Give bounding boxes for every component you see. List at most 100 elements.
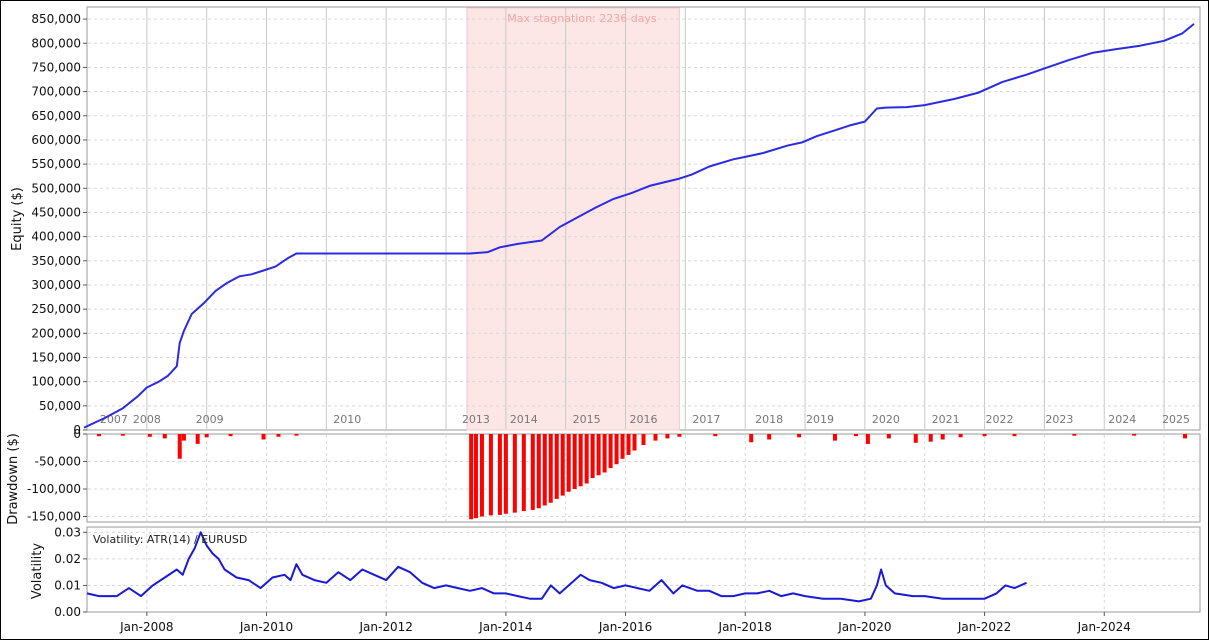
drawdown-bar xyxy=(886,434,891,439)
drawdown-bar xyxy=(578,434,583,487)
x-tick-label: Jan-2008 xyxy=(119,620,173,634)
drawdown-axis-label: Drawdown ($) xyxy=(6,433,21,525)
drawdown-bar xyxy=(1183,434,1188,439)
equity-tick-label: 550,000 xyxy=(31,157,81,171)
equity-axis-label: Equity ($) xyxy=(10,187,25,251)
drawdown-bar xyxy=(120,434,125,436)
drawdown-bar xyxy=(653,434,658,441)
drawdown-bar xyxy=(560,434,565,496)
volatility-tick-label: 0.00 xyxy=(54,605,81,619)
equity-tick-label: 500,000 xyxy=(31,181,81,195)
equity-tick-label: 400,000 xyxy=(31,230,81,244)
drawdown-bar xyxy=(204,434,209,438)
year-label: 2016 xyxy=(630,413,658,426)
equity-tick-label: 100,000 xyxy=(31,375,81,389)
drawdown-bar xyxy=(797,434,802,438)
drawdown-bar xyxy=(497,434,502,515)
drawdown-tick-label: -100,000 xyxy=(27,482,81,496)
x-tick-label: Jan-2016 xyxy=(598,620,652,634)
drawdown-bar xyxy=(958,434,963,438)
drawdown-bar xyxy=(294,434,299,436)
drawdown-bar xyxy=(572,434,577,489)
equity-tick-label: 750,000 xyxy=(31,60,81,74)
year-label: 2013 xyxy=(462,413,490,426)
drawdown-bar xyxy=(749,434,754,443)
equity-tick-label: 650,000 xyxy=(31,109,81,123)
drawdown-panel xyxy=(86,433,1201,523)
volatility-panel xyxy=(86,526,1201,613)
drawdown-bar xyxy=(512,434,517,513)
equity-tick-label: 200,000 xyxy=(31,326,81,340)
drawdown-bar xyxy=(677,434,682,437)
drawdown-bar xyxy=(853,434,858,437)
volatility-line xyxy=(86,531,1027,603)
equity-tick-label: 250,000 xyxy=(31,302,81,316)
x-tick-label: Jan-2014 xyxy=(478,620,532,634)
drawdown-bar xyxy=(521,434,526,511)
drawdown-bar xyxy=(1012,434,1017,437)
drawdown-bar xyxy=(469,434,474,520)
year-label: 2018 xyxy=(755,413,783,426)
year-label: 2014 xyxy=(510,413,538,426)
drawdown-bar xyxy=(147,434,152,437)
drawdown-tick-label: 0 xyxy=(73,427,81,441)
year-label: 2024 xyxy=(1108,413,1136,426)
equity-line xyxy=(83,23,1195,429)
drawdown-bar xyxy=(602,434,607,473)
drawdown-bar xyxy=(228,434,233,437)
year-label: 2025 xyxy=(1162,413,1190,426)
drawdown-bar xyxy=(614,434,619,465)
x-tick-label: Jan-2024 xyxy=(1077,620,1131,634)
year-label: 2017 xyxy=(692,413,720,426)
year-label: 2009 xyxy=(196,413,224,426)
equity-tick-label: 600,000 xyxy=(31,133,81,147)
drawdown-bar xyxy=(566,434,571,492)
year-label: 2021 xyxy=(932,413,960,426)
drawdown-bar xyxy=(928,434,933,442)
volatility-tick-label: 0.02 xyxy=(54,552,81,566)
drawdown-bar xyxy=(608,434,613,469)
equity-tick-label: 350,000 xyxy=(31,254,81,268)
equity-tick-label: 50,000 xyxy=(39,399,81,413)
drawdown-bar xyxy=(261,434,266,440)
drawdown-bar xyxy=(473,434,478,519)
drawdown-bar xyxy=(596,434,601,476)
equity-tick-label: 300,000 xyxy=(31,278,81,292)
drawdown-bar xyxy=(1072,434,1077,436)
volatility-legend: Volatility: ATR(14) / EURUSD xyxy=(93,533,247,546)
drawdown-bar xyxy=(181,434,186,441)
drawdown-bar xyxy=(276,434,281,437)
drawdown-bar xyxy=(713,434,718,437)
drawdown-bar xyxy=(767,434,772,440)
drawdown-bar xyxy=(665,434,670,439)
x-tick-label: Jan-2022 xyxy=(957,620,1011,634)
drawdown-bar xyxy=(530,434,535,510)
x-tick-label: Jan-2018 xyxy=(718,620,772,634)
year-label: 2008 xyxy=(133,413,161,426)
drawdown-bar xyxy=(940,434,945,440)
volatility-layer: 0.00 0.01 0.02 0.03 Jan-2008 Jan-2010 Jan-2012… xyxy=(54,525,1199,634)
drawdown-bar xyxy=(865,434,870,444)
year-label: 2020 xyxy=(872,413,900,426)
drawdown-bar xyxy=(584,434,589,484)
drawdown-tick-label: -150,000 xyxy=(27,510,81,524)
drawdown-bar xyxy=(96,434,101,437)
year-label: 2015 xyxy=(573,413,601,426)
year-label: 2023 xyxy=(1045,413,1073,426)
drawdown-bar xyxy=(162,434,167,439)
drawdown-bar xyxy=(641,434,646,445)
x-tick-label: Jan-2012 xyxy=(359,620,413,634)
equity-layer: 0 50,000 100,000 150,000 200,000 250,000 300,0… xyxy=(31,7,1199,437)
drawdown-bar xyxy=(542,434,547,506)
drawdown-tick-label: -50,000 xyxy=(35,455,81,469)
drawdown-bar xyxy=(620,434,625,459)
volatility-axis-label: Volatility xyxy=(30,543,45,599)
drawdown-bar xyxy=(982,434,987,437)
drawdown-bar xyxy=(503,434,508,514)
equity-tick-label: 450,000 xyxy=(31,205,81,219)
year-label: 2019 xyxy=(806,413,834,426)
drawdown-bar xyxy=(590,434,595,478)
volatility-tick-label: 0.03 xyxy=(54,525,81,539)
drawdown-bar xyxy=(626,434,631,455)
